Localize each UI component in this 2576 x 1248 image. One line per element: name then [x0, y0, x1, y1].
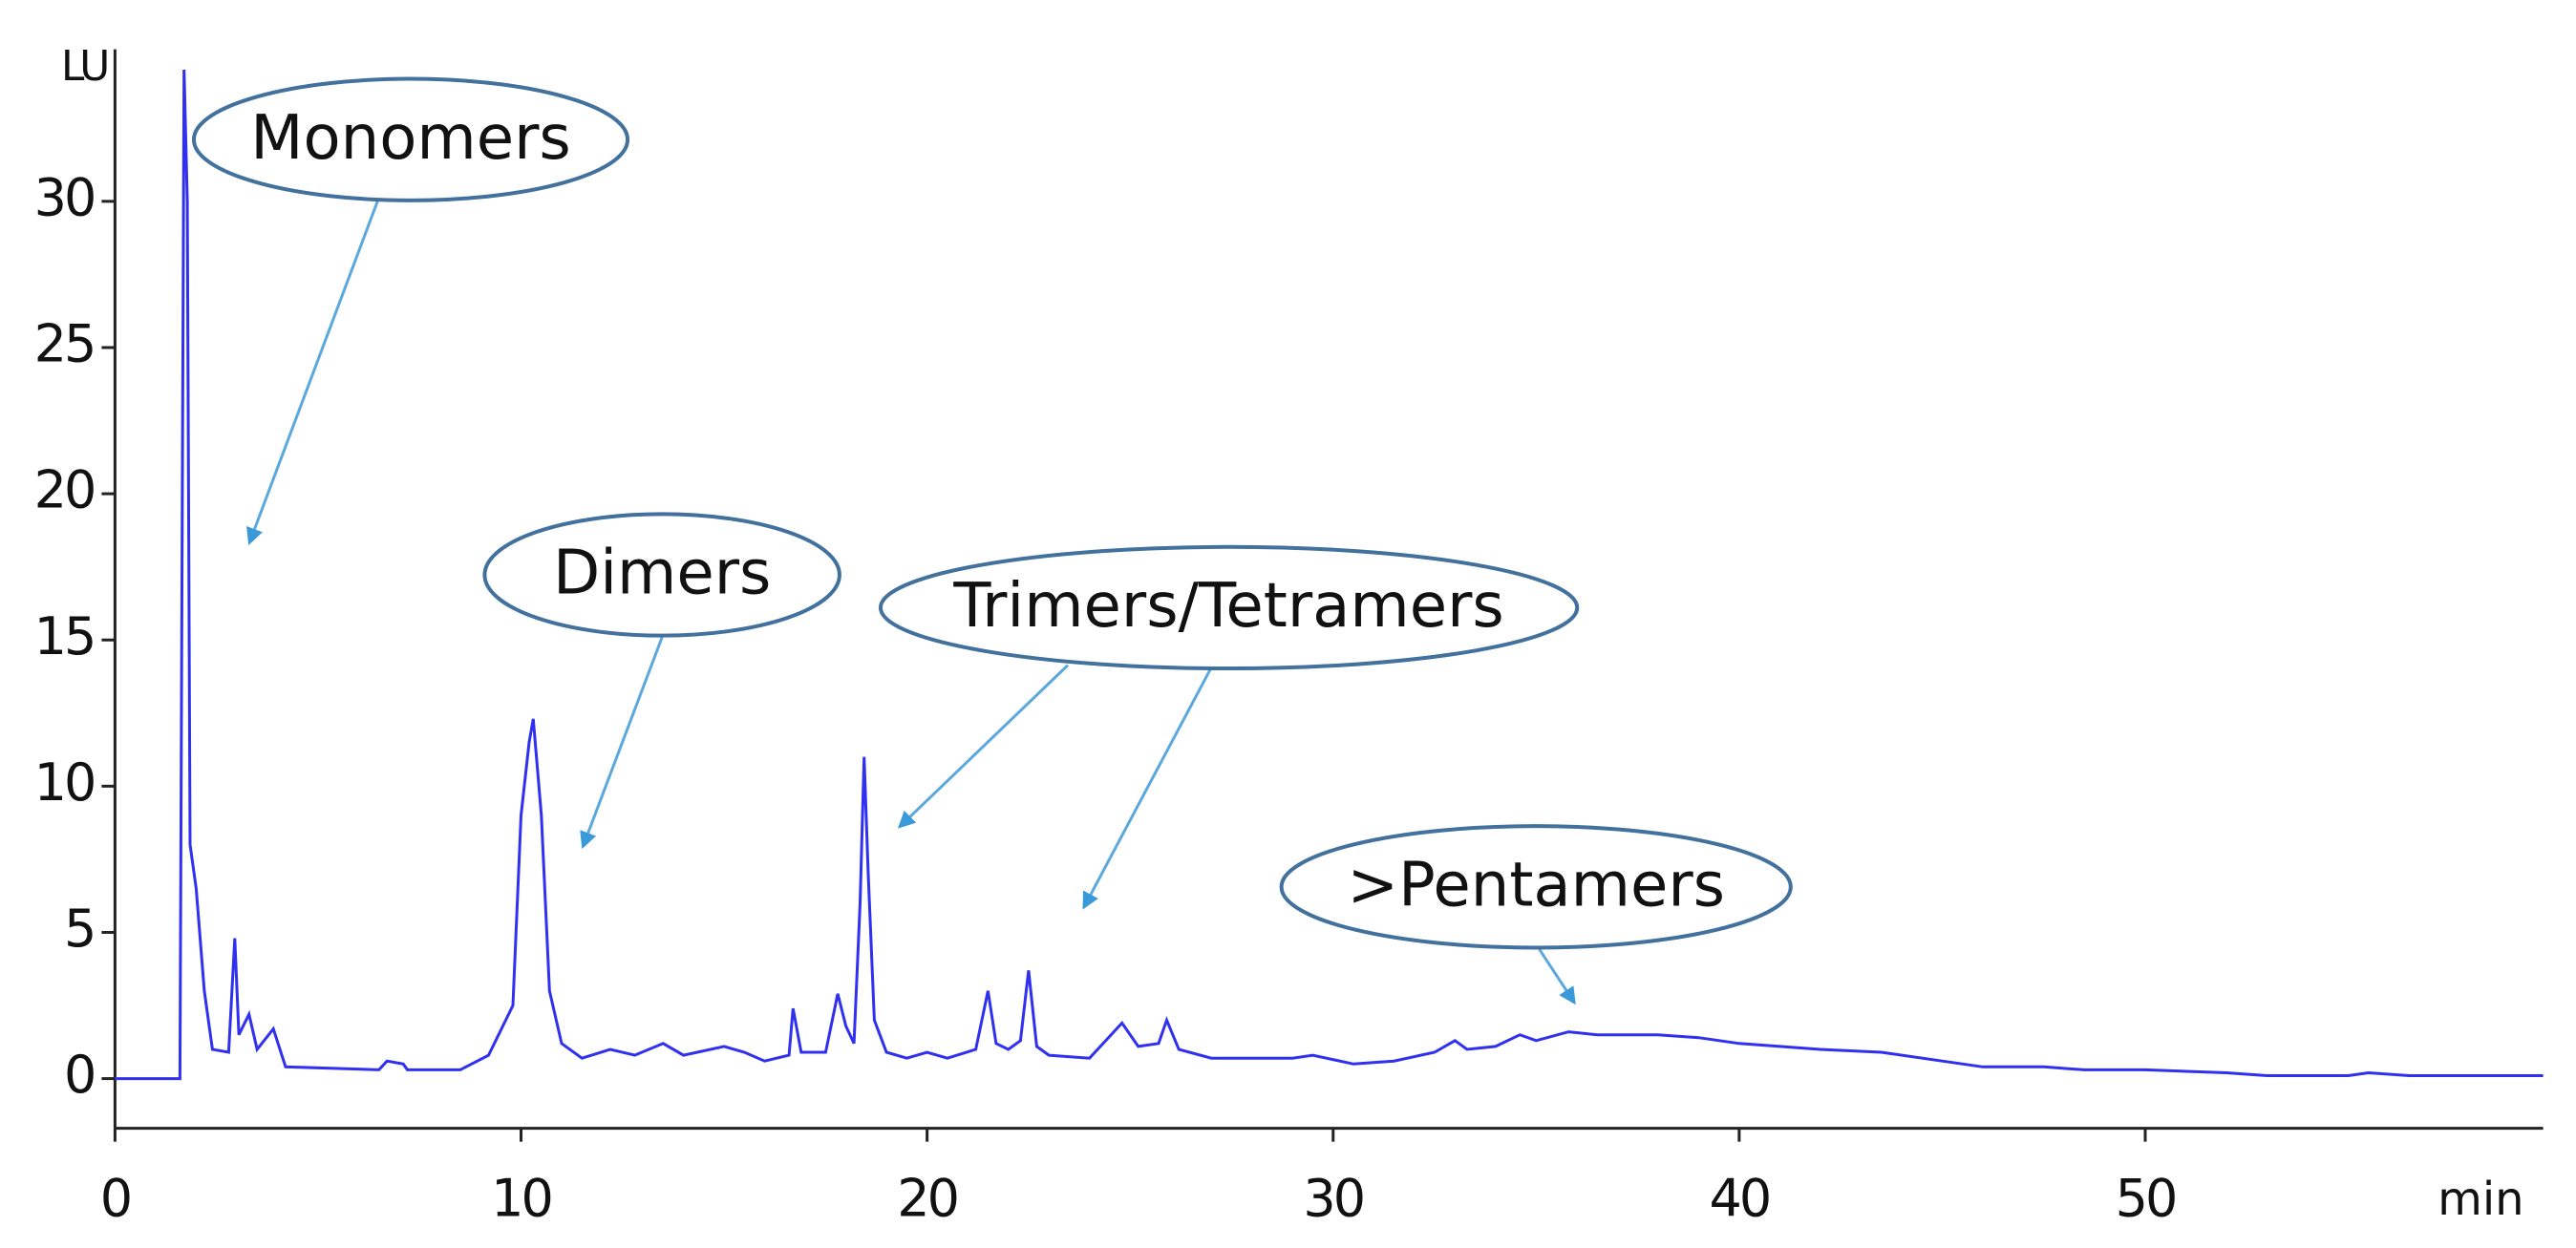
x-tick-label: 20	[897, 1169, 957, 1229]
x-tick-label: 10	[491, 1169, 551, 1229]
x-axis-label: min	[2438, 1173, 2524, 1226]
annotation-arrow	[897, 664, 1070, 829]
annotation-bubble	[191, 76, 630, 202]
annotation-arrow	[580, 636, 664, 850]
y-axis-label: LU	[61, 42, 108, 91]
x-tick-label: 50	[2116, 1169, 2176, 1229]
annotation-bubble	[1279, 824, 1793, 950]
y-tick-label: 30	[34, 167, 95, 227]
annotation: >Pentamers	[1347, 850, 1725, 920]
annotation-arrow	[1082, 667, 1212, 910]
annotation: Dimers	[553, 539, 771, 609]
y-tick-label: 10	[34, 752, 95, 813]
y-tick-label: 25	[34, 314, 95, 374]
annotation: Trimers/Tetramers	[952, 571, 1503, 642]
annotation-arrow	[1538, 948, 1576, 1005]
annotation: Monomers	[250, 103, 570, 174]
trace	[115, 69, 2544, 1081]
annotation-bubble	[482, 512, 841, 638]
annotation-arrow	[246, 200, 380, 545]
x-tick-label: 0	[100, 1169, 130, 1229]
annotation-bubble	[878, 544, 1580, 671]
x-tick-label: 30	[1303, 1169, 1363, 1229]
x-tick-label: 40	[1710, 1169, 1770, 1229]
y-tick-label: 20	[34, 460, 95, 520]
y-tick-label: 5	[64, 899, 94, 959]
y-tick-label: 0	[64, 1045, 94, 1105]
y-tick-label: 15	[34, 606, 95, 666]
